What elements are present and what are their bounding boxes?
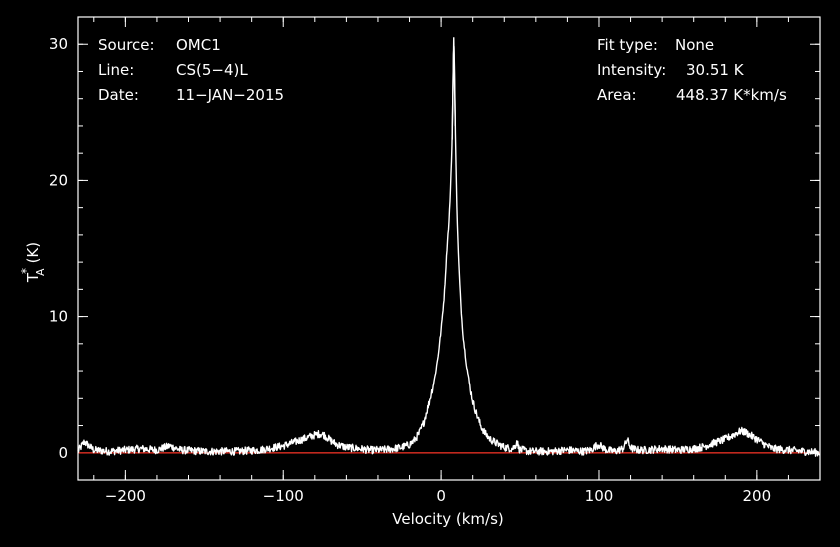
info-panel-right: Fit type: None Intensity: 30.51 K Area: … [597, 36, 787, 104]
info-line-value: CS(5−4)L [176, 61, 248, 79]
info-intensity-key: Intensity: [597, 61, 666, 79]
y-tick-label: 20 [49, 171, 68, 189]
info-date-key: Date: [98, 86, 139, 104]
y-axis-label-unit: (K) [24, 242, 42, 264]
info-source-key: Source: [98, 36, 155, 54]
x-axis-label: Velocity (km/s) [392, 510, 503, 528]
y-tick-label: 0 [58, 444, 68, 462]
tick-labels: −200 −100 0 100 200 0 10 20 30 [49, 35, 771, 505]
x-tick-label: −100 [263, 487, 304, 505]
spectrum-peak [451, 37, 457, 140]
x-tick-label: 100 [585, 487, 614, 505]
info-line-key: Line: [98, 61, 134, 79]
y-tick-label: 10 [49, 308, 68, 326]
info-area-value: 448.37 K*km/s [676, 86, 787, 104]
y-tick-label: 30 [49, 35, 68, 53]
x-tick-label: −200 [105, 487, 146, 505]
info-fit-type-value: None [675, 36, 714, 54]
y-axis-label-sub: A [34, 268, 47, 276]
info-source-value: OMC1 [176, 36, 221, 54]
y-axis-label: T*A (K) [19, 242, 47, 283]
svg-text:T*A(K): T*A (K) [19, 242, 47, 283]
y-axis-label-main: T [24, 272, 42, 283]
info-panel-left: Source: OMC1 Line: CS(5−4)L Date: 11−JAN… [98, 36, 284, 104]
info-date-value: 11−JAN−2015 [176, 86, 284, 104]
x-tick-label: 0 [436, 487, 446, 505]
y-axis-label-sup: * [19, 268, 33, 274]
info-fit-type-key: Fit type: [597, 36, 658, 54]
spectrum-line [77, 45, 821, 457]
info-area-key: Area: [597, 86, 637, 104]
x-tick-label: 200 [743, 487, 772, 505]
info-intensity-value: 30.51 K [686, 61, 745, 79]
plot-frame [77, 16, 821, 481]
